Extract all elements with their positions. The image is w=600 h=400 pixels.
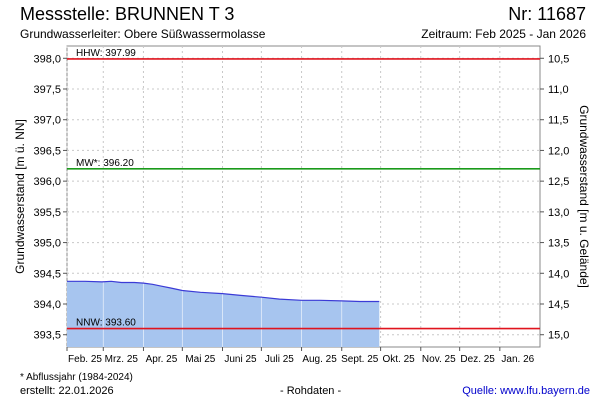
x-tick-label: Sept. 25 xyxy=(341,354,379,365)
x-tick-label: Jan. 26 xyxy=(501,354,534,365)
y2-tick-label: 11,5 xyxy=(548,115,569,127)
footnote: * Abflussjahr (1984-2024) xyxy=(20,372,133,383)
nnw-label: NNW: 393.60 xyxy=(76,318,136,329)
y2-tick-label: 14,0 xyxy=(548,268,569,280)
y2-tick-label: 15,0 xyxy=(548,330,569,342)
x-tick-label: Mai 25 xyxy=(185,354,215,365)
period-label: Zeitraum: Feb 2025 - Jan 2026 xyxy=(421,27,586,41)
station-number: Nr: 11687 xyxy=(508,4,586,24)
x-tick-label: Aug. 25 xyxy=(302,354,337,365)
source-link[interactable]: Quelle: www.lfu.bayern.de xyxy=(462,385,590,397)
y2-tick-label: 14,5 xyxy=(548,299,569,311)
y2-tick-label: 12,5 xyxy=(548,176,569,188)
y2-tick-label: 12,0 xyxy=(548,145,569,157)
y-tick-label: 393,5 xyxy=(33,330,61,342)
x-tick-label: Okt. 25 xyxy=(382,354,415,365)
y2-axis-title: Grundwasserstand [m u. Gelände] xyxy=(577,105,591,288)
y-tick-label: 397,0 xyxy=(33,115,61,127)
created-date: erstellt: 22.01.2026 xyxy=(20,385,114,397)
y-tick-label: 396,0 xyxy=(33,176,61,188)
station-title: Messstelle: BRUNNEN T 3 xyxy=(20,4,235,24)
x-tick-label: Juni 25 xyxy=(224,354,257,365)
hhw-label: HHW: 397.99 xyxy=(76,48,136,59)
y-tick-label: 397,5 xyxy=(33,84,61,96)
y-axis-title: Grundwasserstand [m ü. NN] xyxy=(13,119,27,274)
x-tick-label: Mrz. 25 xyxy=(105,354,139,365)
y2-tick-label: 13,5 xyxy=(548,238,569,250)
y-tick-label: 395,0 xyxy=(33,238,61,250)
mw-label: MW*: 396.20 xyxy=(76,158,134,169)
y-tick-label: 394,5 xyxy=(33,268,61,280)
x-tick-label: Apr. 25 xyxy=(146,354,178,365)
x-tick-label: Juli 25 xyxy=(265,354,294,365)
y-tick-label: 398,0 xyxy=(33,53,61,65)
series-line xyxy=(67,280,380,303)
y-tick-label: 396,5 xyxy=(33,145,61,157)
rawdata-label: - Rohdaten - xyxy=(280,385,342,397)
y2-tick-label: 11,0 xyxy=(548,84,569,96)
x-tick-label: Feb. 25 xyxy=(68,354,102,365)
x-tick-label: Nov. 25 xyxy=(422,354,456,365)
x-tick-label: Dez. 25 xyxy=(460,354,495,365)
y-tick-label: 395,5 xyxy=(33,207,61,219)
y-tick-label: 394,0 xyxy=(33,299,61,311)
y2-tick-label: 13,0 xyxy=(548,207,569,219)
aquifer-label: Grundwasserleiter: Obere Süßwassermolass… xyxy=(20,27,266,41)
y2-tick-label: 10,5 xyxy=(548,53,569,65)
